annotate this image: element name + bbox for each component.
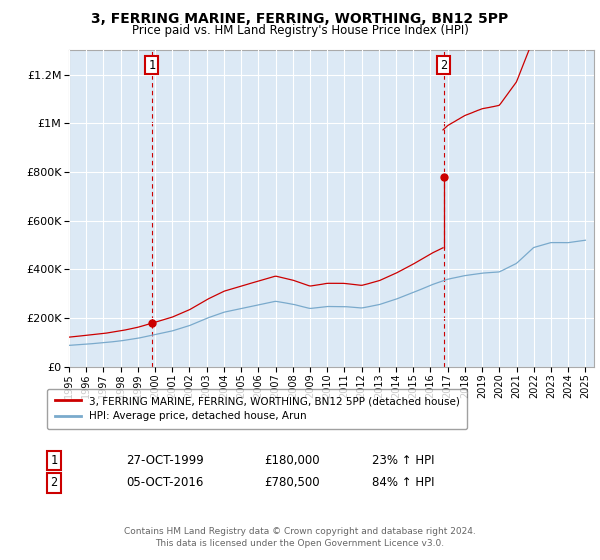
Text: Price paid vs. HM Land Registry's House Price Index (HPI): Price paid vs. HM Land Registry's House … [131, 24, 469, 36]
Text: £180,000: £180,000 [264, 454, 320, 467]
Text: 84% ↑ HPI: 84% ↑ HPI [372, 476, 434, 489]
Text: 2: 2 [440, 58, 447, 72]
Text: 3, FERRING MARINE, FERRING, WORTHING, BN12 5PP: 3, FERRING MARINE, FERRING, WORTHING, BN… [91, 12, 509, 26]
Text: 05-OCT-2016: 05-OCT-2016 [126, 476, 203, 489]
Text: 2: 2 [50, 476, 58, 489]
Text: 1: 1 [50, 454, 58, 467]
Text: 1: 1 [148, 58, 155, 72]
Text: £780,500: £780,500 [264, 476, 320, 489]
Legend: 3, FERRING MARINE, FERRING, WORTHING, BN12 5PP (detached house), HPI: Average pr: 3, FERRING MARINE, FERRING, WORTHING, BN… [47, 389, 467, 428]
Text: 23% ↑ HPI: 23% ↑ HPI [372, 454, 434, 467]
Text: 27-OCT-1999: 27-OCT-1999 [126, 454, 204, 467]
Text: Contains HM Land Registry data © Crown copyright and database right 2024.
This d: Contains HM Land Registry data © Crown c… [124, 527, 476, 548]
